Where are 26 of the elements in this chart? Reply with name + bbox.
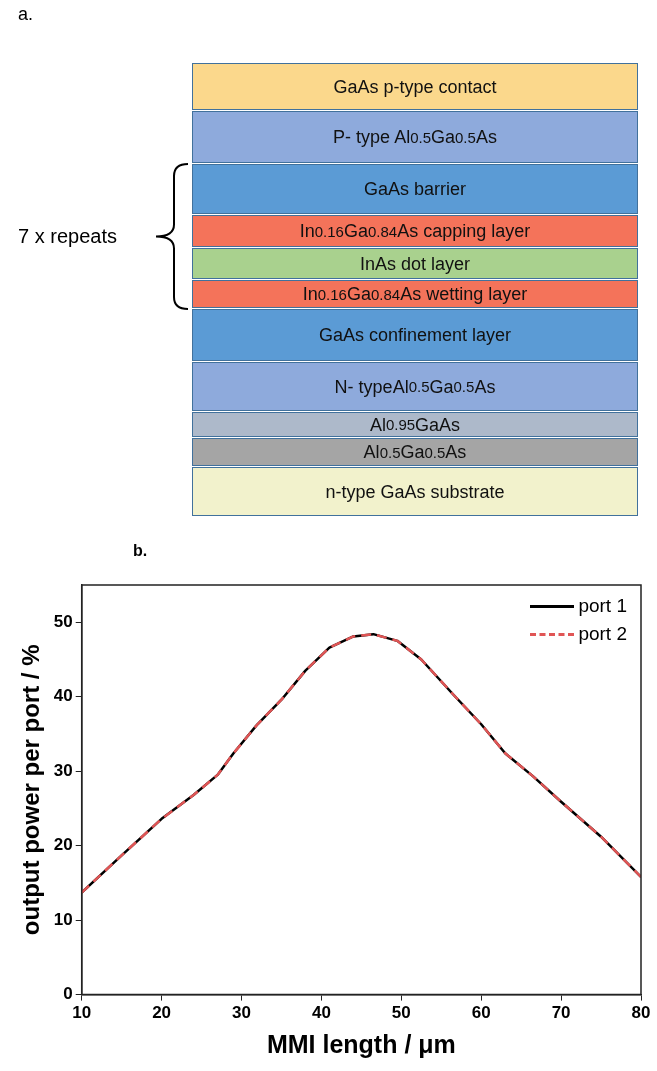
y-tick-label: 0 — [63, 984, 73, 1004]
x-tick-label: 10 — [72, 1003, 92, 1023]
y-tick-label: 50 — [53, 611, 73, 631]
legend-label: port 2 — [578, 623, 627, 645]
x-tick-label: 30 — [232, 1003, 251, 1023]
chart-title: b. — [133, 542, 148, 560]
y-tick-label: 10 — [53, 909, 73, 929]
text: GaAs p-type contact — [192, 63, 638, 110]
x-tick-label: 80 — [631, 1003, 651, 1023]
text: GaAs confinement layer — [192, 309, 638, 361]
x-tick-label: 20 — [152, 1003, 172, 1023]
x-axis-title: MMI length / μm — [266, 1029, 456, 1058]
x-tick-label: 70 — [551, 1003, 571, 1023]
text: GaAs barrier — [192, 164, 638, 214]
y-tick-label: 30 — [53, 760, 73, 780]
x-tick-label: 40 — [311, 1003, 331, 1023]
x-tick-label: 50 — [391, 1003, 411, 1023]
legend-label: port 1 — [578, 595, 627, 617]
y-tick-label: 20 — [53, 835, 73, 855]
text: 7 x repeats — [18, 224, 118, 248]
y-axis-title: output power per port / % — [17, 644, 45, 936]
y-tick-label: 40 — [53, 686, 73, 706]
text: n-type GaAs substrate — [192, 467, 638, 516]
text: InAs dot layer — [192, 248, 638, 279]
text: a. — [18, 4, 34, 25]
x-tick-label: 60 — [471, 1003, 491, 1023]
